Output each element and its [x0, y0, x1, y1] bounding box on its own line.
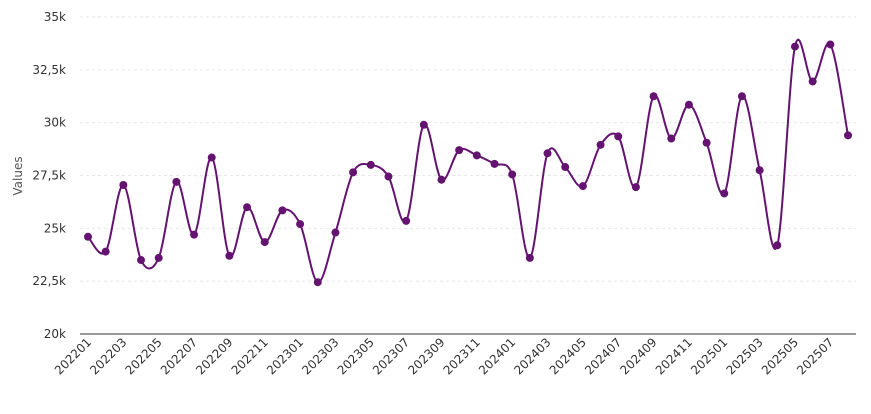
y-tick-label: 30k [44, 116, 66, 130]
x-tick-label: 202407 [582, 335, 624, 377]
data-point[interactable] [154, 253, 163, 262]
data-point[interactable] [225, 251, 234, 260]
y-axis-label: Values [11, 156, 25, 195]
data-point[interactable] [84, 232, 92, 241]
x-tick-label: 202401 [476, 335, 518, 377]
data-point[interactable] [844, 131, 852, 140]
y-tick-label: 20k [44, 327, 66, 341]
data-point[interactable] [702, 138, 711, 147]
data-point[interactable] [313, 278, 322, 287]
data-point[interactable] [667, 134, 676, 143]
data-point[interactable] [190, 230, 199, 239]
x-tick-label: 202205 [123, 335, 165, 377]
series-line [87, 38, 849, 284]
data-point[interactable] [455, 146, 464, 155]
data-point[interactable] [419, 120, 428, 129]
x-tick-label: 202503 [723, 335, 765, 377]
data-point[interactable] [808, 77, 817, 86]
data-point[interactable] [508, 170, 517, 179]
data-point[interactable] [243, 203, 252, 212]
x-tick-label: 202409 [617, 335, 659, 377]
data-point[interactable] [596, 140, 605, 149]
x-tick-label: 202507 [794, 335, 836, 377]
data-point[interactable] [490, 159, 499, 168]
data-point[interactable] [331, 228, 340, 237]
data-point[interactable] [402, 216, 411, 225]
x-tick-label: 202501 [688, 335, 730, 377]
data-point[interactable] [826, 40, 835, 49]
data-point[interactable] [296, 220, 305, 229]
y-tick-label: 22,5k [32, 274, 66, 288]
data-point[interactable] [172, 177, 181, 186]
y-tick-label: 35k [44, 10, 66, 24]
data-point[interactable] [349, 168, 358, 177]
y-tick-label: 27,5k [32, 169, 66, 183]
x-tick-label: 202303 [299, 335, 341, 377]
data-point[interactable] [384, 172, 393, 181]
data-point[interactable] [543, 149, 552, 158]
data-point[interactable] [525, 253, 534, 262]
data-point[interactable] [790, 42, 799, 51]
x-tick-label: 202301 [264, 335, 306, 377]
data-point[interactable] [101, 247, 110, 256]
data-point[interactable] [720, 189, 729, 198]
data-point[interactable] [561, 163, 570, 172]
x-tick-label: 202307 [370, 335, 412, 377]
x-tick-label: 202211 [229, 335, 271, 377]
x-tick-label: 202305 [335, 335, 377, 377]
x-tick-label: 202201 [52, 335, 94, 377]
data-point[interactable] [278, 206, 287, 215]
data-point[interactable] [119, 181, 128, 190]
x-tick-label: 202207 [158, 335, 200, 377]
x-tick-label: 202309 [405, 335, 447, 377]
data-point[interactable] [578, 182, 587, 191]
x-tick-label: 202209 [193, 335, 235, 377]
data-point[interactable] [207, 153, 216, 162]
data-point[interactable] [260, 238, 269, 247]
data-point[interactable] [614, 132, 623, 141]
x-tick-label: 202411 [653, 335, 695, 377]
data-point[interactable] [631, 183, 640, 192]
data-point[interactable] [755, 166, 764, 175]
x-tick-label: 202505 [759, 335, 801, 377]
data-point[interactable] [437, 175, 446, 184]
data-point[interactable] [472, 151, 481, 160]
data-point[interactable] [773, 241, 782, 250]
data-point[interactable] [366, 160, 375, 169]
data-point[interactable] [137, 256, 146, 265]
x-tick-label: 202311 [441, 335, 483, 377]
x-tick-label: 202203 [87, 335, 129, 377]
y-tick-label: 25k [44, 221, 66, 235]
data-point[interactable] [737, 92, 746, 101]
data-point[interactable] [649, 92, 658, 101]
x-tick-label: 202405 [547, 335, 589, 377]
data-point[interactable] [684, 100, 693, 109]
x-tick-label: 202403 [511, 335, 553, 377]
y-tick-label: 32,5k [32, 63, 66, 77]
